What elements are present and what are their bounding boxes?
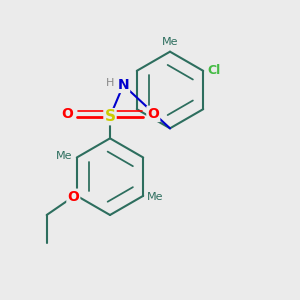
Text: O: O — [147, 107, 159, 121]
Text: Me: Me — [56, 151, 73, 161]
Text: H: H — [106, 78, 114, 88]
Text: Me: Me — [162, 37, 178, 47]
Text: N: N — [118, 78, 129, 92]
Text: Cl: Cl — [207, 64, 220, 77]
Text: O: O — [68, 190, 79, 204]
Text: Me: Me — [147, 193, 164, 202]
Text: O: O — [61, 107, 73, 121]
Text: S: S — [104, 109, 116, 124]
